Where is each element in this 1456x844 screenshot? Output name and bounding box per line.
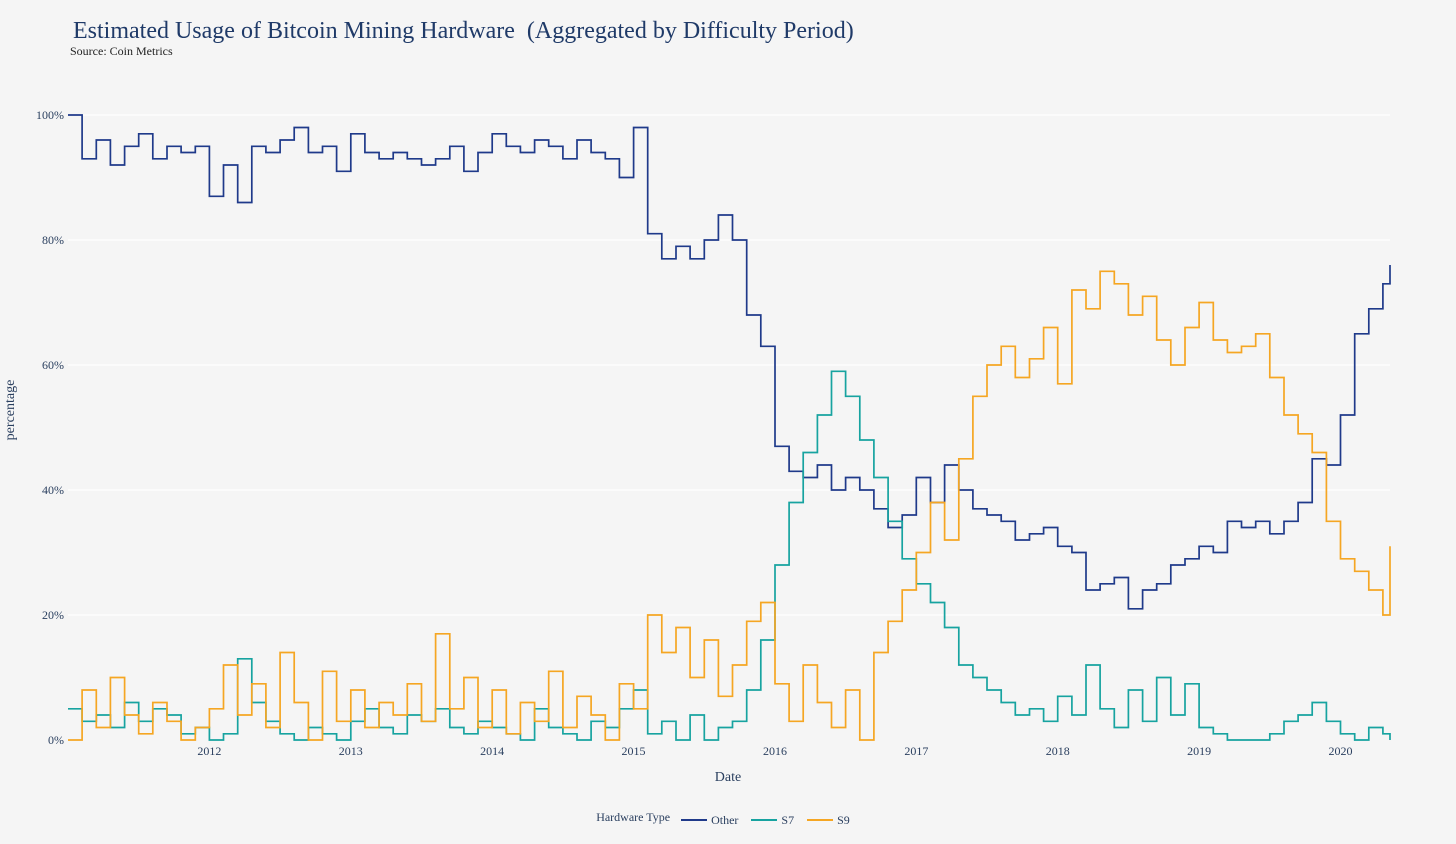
y-tick-label: 20% — [42, 608, 64, 622]
legend-title: Hardware Type — [596, 810, 671, 824]
y-axis-ticks: 0% 20% 40% 60% 80% 100% — [36, 108, 64, 747]
x-axis-title: Date — [715, 770, 741, 785]
x-tick-label: 2020 — [1329, 744, 1353, 758]
x-tick-label: 2013 — [339, 744, 363, 758]
series-line-other — [68, 114, 1391, 610]
y-tick-label: 100% — [36, 108, 64, 122]
legend-label-other: Other — [711, 812, 739, 827]
legend-item-s9[interactable]: S9 — [807, 813, 850, 828]
x-tick-label: 2014 — [480, 744, 504, 758]
x-tick-label: 2015 — [622, 744, 646, 758]
x-tick-label: 2016 — [763, 744, 787, 758]
series-lines — [68, 114, 1391, 741]
gridlines — [68, 114, 1390, 616]
y-tick-label: 60% — [42, 358, 64, 372]
y-tick-label: 80% — [42, 233, 64, 247]
legend-swatch-s7 — [751, 819, 778, 821]
legend-item-s7[interactable]: S7 — [751, 813, 794, 828]
legend-item-other[interactable]: Other — [681, 813, 738, 828]
legend: Hardware Type Other S7 S9 — [0, 810, 1456, 828]
x-tick-label: 2012 — [197, 744, 221, 758]
chart-title: Estimated Usage of Bitcoin Mining Hardwa… — [73, 18, 854, 44]
x-tick-label: 2019 — [1187, 744, 1211, 758]
series-line-s7 — [68, 370, 1391, 741]
legend-label-s7: S7 — [781, 812, 795, 827]
x-axis-ticks: 2012 2013 2014 2015 2016 2017 2018 2019 2020 — [197, 744, 1352, 758]
legend-swatch-other — [681, 819, 708, 821]
x-tick-label: 2017 — [904, 744, 928, 758]
legend-swatch-s9 — [807, 819, 834, 821]
y-tick-label: 0% — [48, 733, 64, 747]
chart-subtitle: Source: Coin Metrics — [70, 44, 173, 58]
x-tick-label: 2018 — [1046, 744, 1070, 758]
y-tick-label: 40% — [42, 483, 64, 497]
series-line-s9 — [68, 270, 1391, 741]
y-axis-title: percentage — [3, 380, 18, 441]
legend-label-s9: S9 — [837, 812, 850, 827]
